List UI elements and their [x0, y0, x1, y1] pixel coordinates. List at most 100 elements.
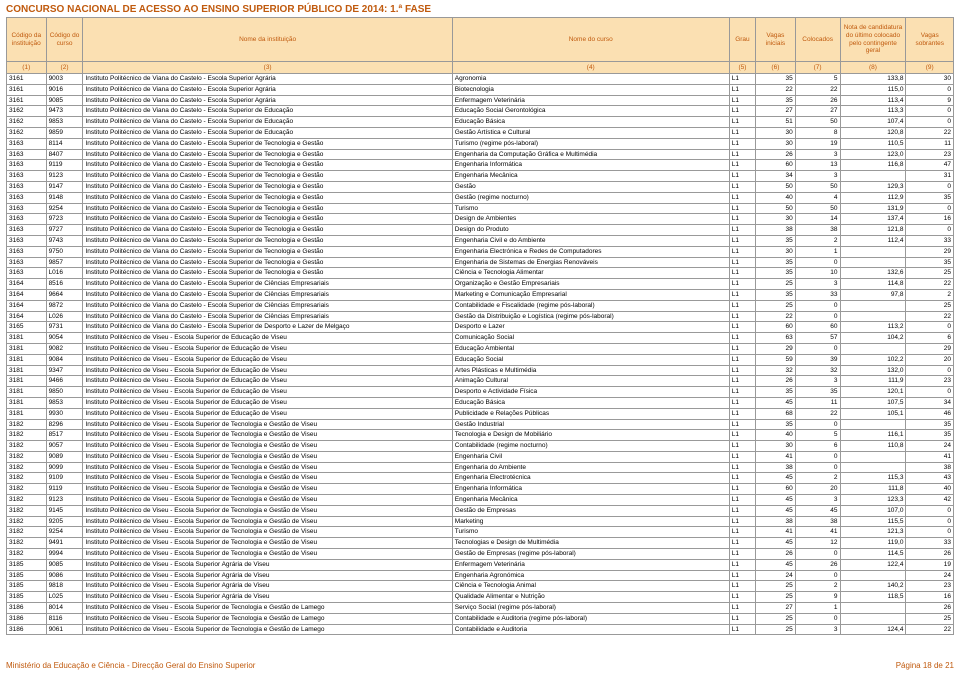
table-cell: 133,8 [840, 74, 906, 85]
table-row: 31819466Instituto Politécnico de Viseu -… [7, 376, 954, 387]
table-cell: 97,8 [840, 289, 906, 300]
table-cell: 29 [906, 343, 954, 354]
table-cell: 9123 [46, 495, 83, 506]
table-cell: 5 [795, 74, 840, 85]
table-cell: Instituto Politécnico de Viseu - Escola … [83, 343, 452, 354]
table-cell: 0 [906, 322, 954, 333]
table-cell: Instituto Politécnico de Viana do Castel… [83, 171, 452, 182]
table-cell: 50 [795, 117, 840, 128]
table-cell: 1 [795, 603, 840, 614]
table-row: 31819054Instituto Politécnico de Viseu -… [7, 333, 954, 344]
table-cell: 0 [795, 300, 840, 311]
table-row: 31868116Instituto Politécnico de Viseu -… [7, 613, 954, 624]
table-cell: 23 [906, 376, 954, 387]
table-cell: Gestão Artística e Cultural [452, 127, 729, 138]
table-cell: 3182 [7, 430, 47, 441]
table-cell: 60 [756, 160, 796, 171]
table-cell: 0 [906, 203, 954, 214]
table-cell: 35 [906, 419, 954, 430]
table-cell: 0 [906, 387, 954, 398]
table-cell: 3185 [7, 570, 47, 581]
table-cell: 110,5 [840, 138, 906, 149]
table-cell: 25 [756, 300, 796, 311]
col-header: Nome do curso [452, 18, 729, 62]
table-cell: 30 [756, 246, 796, 257]
table-cell: Instituto Politécnico de Viseu - Escola … [83, 581, 452, 592]
table-cell: L1 [729, 473, 755, 484]
table-row: 31639750Instituto Politécnico de Viana d… [7, 246, 954, 257]
table-cell: Design de Ambientes [452, 214, 729, 225]
table-cell: L1 [729, 441, 755, 452]
table-cell: Instituto Politécnico de Viana do Castel… [83, 117, 452, 128]
table-cell: 3182 [7, 538, 47, 549]
table-cell: 8 [795, 127, 840, 138]
table-cell: 9466 [46, 376, 83, 387]
table-row: 31619003Instituto Politécnico de Viana d… [7, 74, 954, 85]
table-row: 31828517Instituto Politécnico de Viseu -… [7, 430, 954, 441]
table-cell: 26 [795, 559, 840, 570]
table-cell: 50 [756, 203, 796, 214]
table-cell: Instituto Politécnico de Viseu - Escola … [83, 613, 452, 624]
table-cell: 2 [795, 235, 840, 246]
table-cell: 0 [795, 311, 840, 322]
table-cell: Instituto Politécnico de Viseu - Escola … [83, 451, 452, 462]
table-cell: 3182 [7, 516, 47, 527]
table-cell: L1 [729, 149, 755, 160]
table-row: 31639147Instituto Politécnico de Viana d… [7, 181, 954, 192]
table-cell: 23 [906, 581, 954, 592]
table-cell: 114,5 [840, 549, 906, 560]
table-cell: Educação Básica [452, 117, 729, 128]
table-cell: 35 [756, 387, 796, 398]
table-cell: L1 [729, 333, 755, 344]
table-cell: Instituto Politécnico de Viseu - Escola … [83, 624, 452, 635]
table-cell [840, 462, 906, 473]
table-cell: L1 [729, 397, 755, 408]
table-cell: 24 [906, 441, 954, 452]
table-cell: Qualidade Alimentar e Nutrição [452, 592, 729, 603]
table-cell: Animação Cultural [452, 376, 729, 387]
table-cell: Marketing e Comunicação Empresarial [452, 289, 729, 300]
table-cell: 30 [756, 214, 796, 225]
table-cell: 116,1 [840, 430, 906, 441]
table-cell: 3181 [7, 333, 47, 344]
table-cell: 3182 [7, 495, 47, 506]
table-cell: 107,0 [840, 505, 906, 516]
data-table: Código da instituiçãoCódigo do cursoNome… [6, 17, 954, 635]
table-cell: 38 [795, 516, 840, 527]
table-cell: L1 [729, 160, 755, 171]
table-cell: 3163 [7, 235, 47, 246]
table-cell: Instituto Politécnico de Viseu - Escola … [83, 538, 452, 549]
table-cell: 27 [795, 106, 840, 117]
table-cell: 9930 [46, 408, 83, 419]
table-cell: L1 [729, 203, 755, 214]
table-cell: L1 [729, 300, 755, 311]
table-cell: Instituto Politécnico de Viseu - Escola … [83, 387, 452, 398]
table-cell: L1 [729, 95, 755, 106]
table-cell: Instituto Politécnico de Viseu - Escola … [83, 516, 452, 527]
table-cell: 0 [906, 225, 954, 236]
table-cell: 0 [906, 106, 954, 117]
table-cell: 35 [756, 74, 796, 85]
table-cell: 123,3 [840, 495, 906, 506]
table-cell: 9857 [46, 257, 83, 268]
table-cell: 9089 [46, 451, 83, 462]
table-cell: L1 [729, 106, 755, 117]
table-cell: 30 [756, 127, 796, 138]
table-cell: 25 [906, 613, 954, 624]
table-cell: L1 [729, 484, 755, 495]
table-cell: 25 [756, 624, 796, 635]
table-cell: Instituto Politécnico de Viana do Castel… [83, 149, 452, 160]
table-cell: Engenharia Mecânica [452, 495, 729, 506]
table-cell: Enfermagem Veterinária [452, 95, 729, 106]
table-cell: 3185 [7, 581, 47, 592]
table-cell: 3163 [7, 225, 47, 236]
table-cell: 35 [795, 387, 840, 398]
table-cell: Engenharia Civil e do Ambiente [452, 235, 729, 246]
table-cell: 24 [756, 570, 796, 581]
table-cell: 3181 [7, 376, 47, 387]
table-cell: 38 [795, 225, 840, 236]
table-cell: 0 [795, 419, 840, 430]
table-cell: 6 [906, 333, 954, 344]
table-cell: L1 [729, 127, 755, 138]
table-cell: Instituto Politécnico de Viseu - Escola … [83, 527, 452, 538]
